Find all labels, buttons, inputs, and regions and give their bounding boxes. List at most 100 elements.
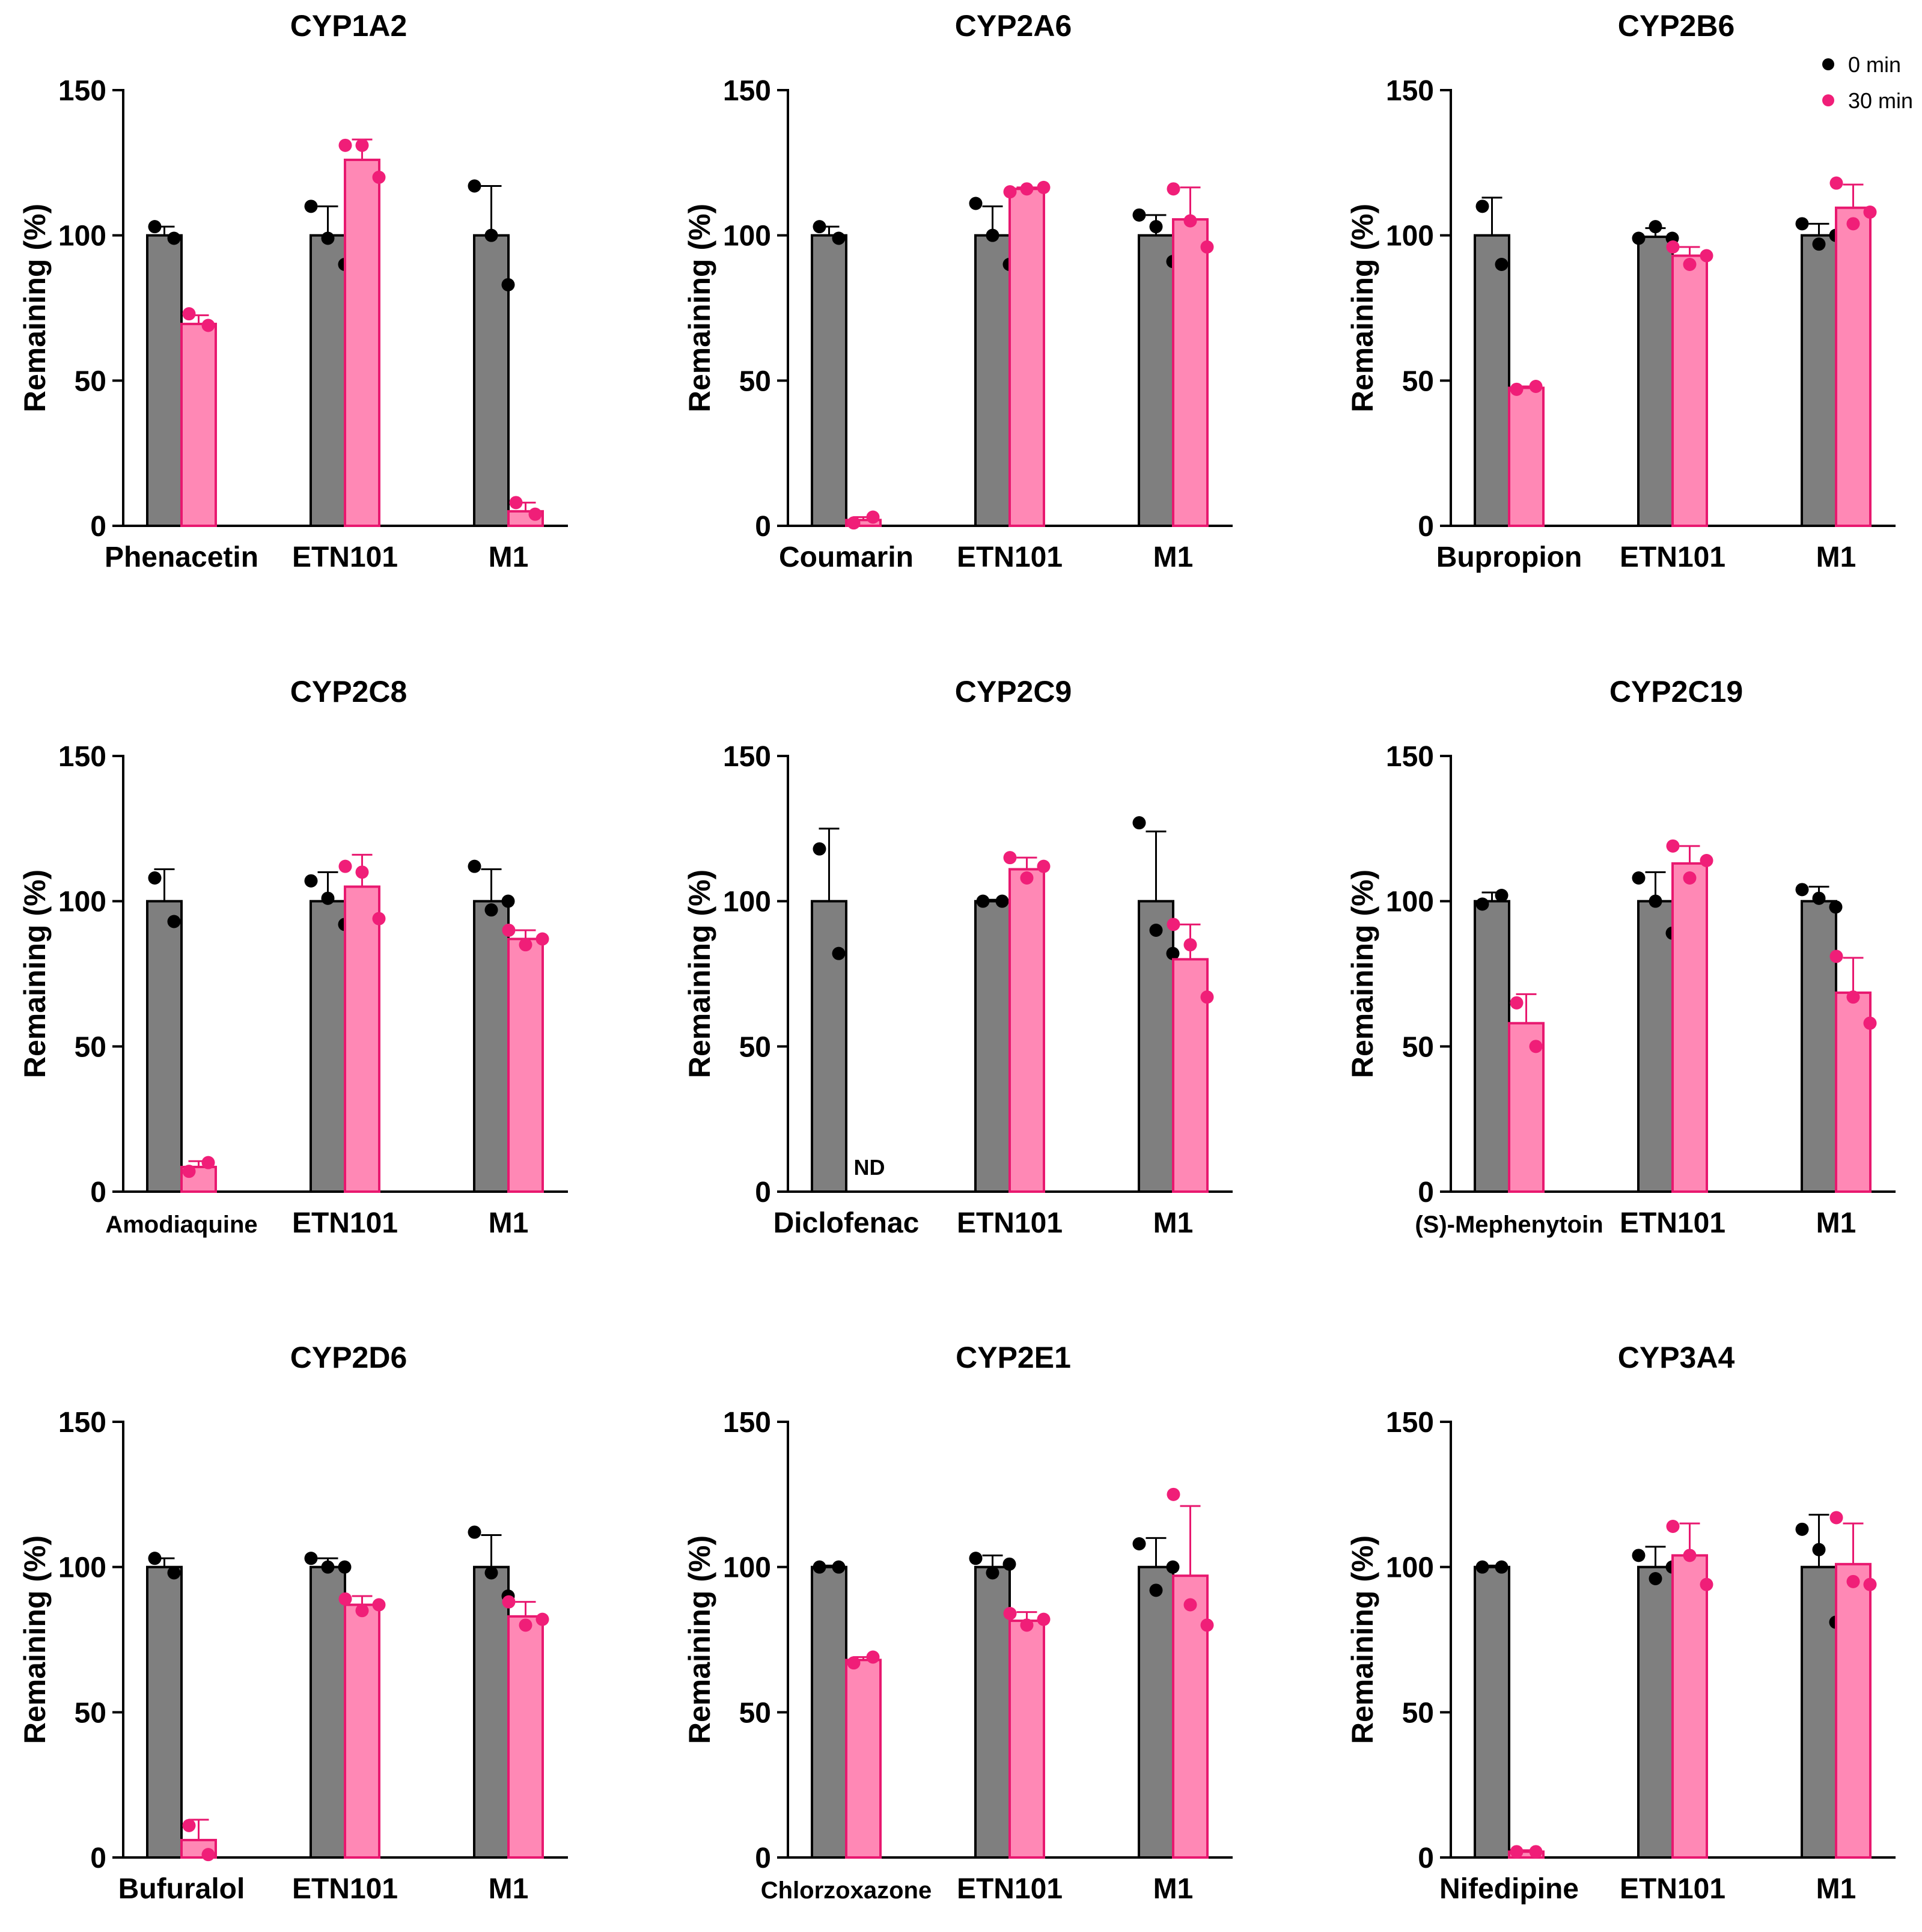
y-axis-label: Remaining (%) — [1346, 1535, 1379, 1744]
data-point-m1-0-min — [1829, 900, 1843, 914]
data-point-m1-30-min — [535, 1612, 549, 1626]
y-tick-label: 0 — [90, 1842, 106, 1874]
x-category-label: Phenacetin — [105, 541, 258, 573]
x-category-label: ETN101 — [292, 1207, 398, 1239]
x-category-label: ETN101 — [957, 541, 1063, 573]
data-point-m1-30-min — [1183, 938, 1197, 952]
data-point-etn101-30-min — [355, 138, 369, 152]
legend: 0 min 30 min — [1822, 52, 1913, 113]
y-tick-label: 0 — [755, 1842, 771, 1874]
data-point-coumarin-0-min — [813, 220, 826, 234]
bar-chlorzoxazone-30-min — [845, 1659, 882, 1859]
chart-title: CYP2A6 — [955, 9, 1072, 43]
chart-title: CYP2C8 — [290, 675, 407, 709]
bar-etn101-30-min — [1008, 868, 1045, 1193]
data-point-etn101-0-min — [1632, 231, 1646, 245]
x-category-label: Chlorzoxazone — [761, 1877, 932, 1904]
x-category-label: (S)-Mephenytoin — [1415, 1211, 1603, 1238]
data-point-m1-0-min — [484, 1566, 498, 1580]
legend-dot-30-min — [1822, 94, 1834, 106]
bar-m1-0-min — [1801, 900, 1837, 1193]
x-category-label: M1 — [1816, 1873, 1856, 1905]
bar-m1-0-min — [1138, 900, 1174, 1193]
x-category-label: M1 — [1816, 1207, 1856, 1239]
x-category-label: ETN101 — [1620, 1207, 1725, 1239]
data-point-phenacetin-30-min — [182, 307, 196, 321]
data-point-etn101-30-min — [1700, 1577, 1713, 1591]
data-point-etn101-30-min — [372, 1598, 386, 1612]
data-point-etn101-30-min — [1666, 1520, 1680, 1533]
data-point-m1-0-min — [1149, 220, 1163, 234]
data-point-m1-30-min — [502, 924, 516, 937]
bar-etn101-30-min — [344, 159, 380, 527]
data-point-m1-0-min — [1166, 1560, 1180, 1574]
chart-panels: CYP1A2 Remaining (%) 0 50 100 150 Phenacetin ET… — [18, 9, 1896, 1905]
chart-cyp2c19: CYP2C19 Remaining (%) 0 50 100 150 (S)-Mepheny… — [1346, 675, 1896, 1239]
bar-bupropion-0-min — [1474, 234, 1510, 527]
data-point-etn101-0-min — [976, 894, 990, 908]
y-tick-label: 100 — [1386, 221, 1434, 252]
data-point-etn101-0-min — [1649, 1572, 1662, 1585]
chart-title: CYP2B6 — [1618, 9, 1735, 43]
data-point-etn101-0-min — [321, 1560, 335, 1574]
annotation-nd: ND — [854, 1155, 885, 1180]
data-point-m1-30-min — [509, 496, 523, 510]
data-point-s-mephenytoin-0-min — [1475, 897, 1489, 911]
data-point-etn101-0-min — [995, 894, 1009, 908]
data-point-etn101-0-min — [969, 1552, 983, 1565]
data-point-m1-30-min — [519, 938, 532, 952]
legend-label-0-min: 0 min — [1848, 52, 1901, 77]
data-point-etn101-30-min — [1020, 871, 1034, 885]
chart-title: CYP2C9 — [955, 675, 1072, 709]
y-tick-label: 150 — [723, 75, 771, 107]
y-tick-label: 50 — [75, 1697, 106, 1729]
chart-title: CYP2C19 — [1609, 675, 1743, 709]
x-category-label: M1 — [489, 1207, 529, 1239]
data-point-coumarin-30-min — [847, 516, 861, 530]
y-tick-label: 100 — [723, 1552, 771, 1584]
y-tick-label: 150 — [723, 741, 771, 773]
chart-cyp2a6: CYP2A6 Remaining (%) 0 50 100 150 Coumarin ETN1… — [683, 9, 1233, 573]
bar-m1-0-min — [473, 1565, 510, 1859]
y-tick-label: 50 — [739, 1031, 771, 1063]
x-category-label: ETN101 — [1620, 541, 1725, 573]
bar-m1-0-min — [1801, 234, 1837, 527]
data-point-m1-30-min — [535, 932, 549, 946]
y-tick-label: 50 — [1402, 365, 1434, 397]
chart-title: CYP2E1 — [956, 1341, 1071, 1374]
bar-m1-30-min — [1172, 218, 1209, 527]
y-axis-label: Remaining (%) — [18, 870, 52, 1078]
data-point-m1-30-min — [1183, 1598, 1197, 1612]
bar-chlorzoxazone-0-min — [811, 1565, 847, 1859]
data-point-m1-30-min — [1167, 1487, 1180, 1501]
data-point-nifedipine-0-min — [1475, 1560, 1489, 1574]
y-tick-label: 0 — [1418, 511, 1434, 543]
data-point-m1-30-min — [1863, 206, 1877, 219]
data-point-bufuralol-0-min — [148, 1552, 162, 1565]
data-point-phenacetin-30-min — [201, 318, 215, 332]
data-point-m1-0-min — [1795, 1522, 1809, 1536]
y-axis-label: Remaining (%) — [1346, 870, 1379, 1078]
data-point-m1-0-min — [1149, 1583, 1163, 1597]
data-point-etn101-30-min — [1700, 249, 1713, 263]
chart-cyp2c9: CYP2C9 Remaining (%) 0 50 100 150 Diclofenac ET… — [683, 675, 1233, 1239]
bar-etn101-0-min — [1637, 1565, 1674, 1859]
chart-cyp3a4: CYP3A4 Remaining (%) 0 50 100 150 Nifedipine ET… — [1346, 1341, 1896, 1905]
chart-title: CYP2D6 — [290, 1341, 407, 1374]
data-point-amodiaquine-0-min — [148, 871, 162, 885]
data-point-bufuralol-30-min — [201, 1848, 215, 1862]
y-tick-label: 100 — [1386, 886, 1434, 918]
x-category-label: M1 — [1153, 1873, 1194, 1905]
chart-cyp2e1: CYP2E1 Remaining (%) 0 50 100 150 Chlorzoxazon… — [683, 1341, 1233, 1905]
data-point-etn101-0-min — [1632, 871, 1646, 885]
chart-title: CYP3A4 — [1618, 1341, 1735, 1374]
bar-etn101-30-min — [1008, 1620, 1045, 1859]
bar-s-mephenytoin-0-min — [1474, 900, 1510, 1193]
data-point-m1-0-min — [501, 894, 515, 908]
data-point-etn101-30-min — [338, 138, 352, 152]
data-point-coumarin-30-min — [866, 510, 880, 524]
data-point-etn101-30-min — [355, 865, 369, 879]
bar-etn101-30-min — [1008, 187, 1045, 528]
data-point-m1-30-min — [1167, 918, 1180, 931]
data-point-m1-0-min — [1132, 816, 1146, 830]
